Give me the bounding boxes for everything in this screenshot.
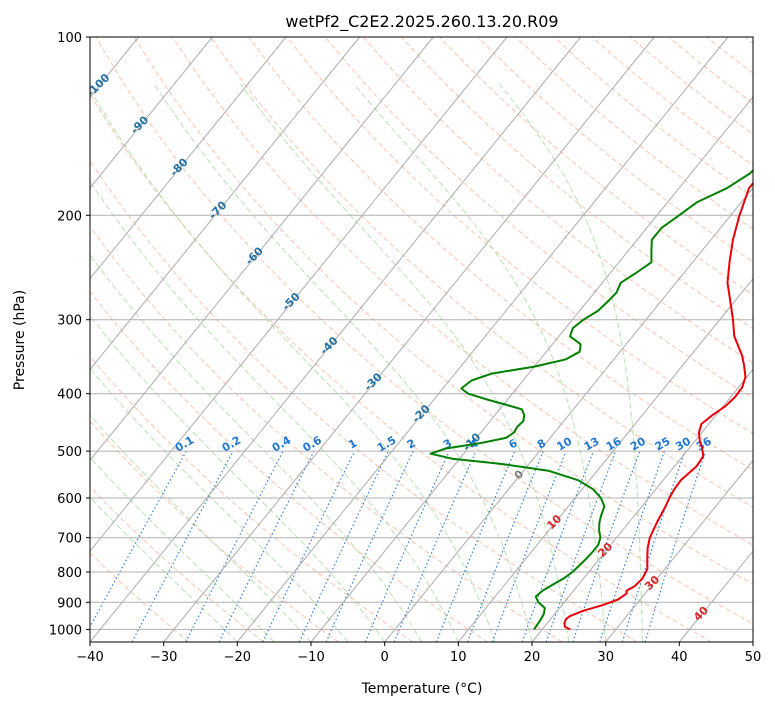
mixing-ratio-line [521, 450, 594, 642]
dewpoint-profile [429, 169, 753, 630]
dry-adiabat [90, 225, 563, 642]
y-tick-label: 1000 [49, 623, 82, 638]
isotherm [90, 37, 213, 189]
y-tick-label: 200 [57, 209, 82, 224]
x-axis-label: Temperature (°C) [361, 681, 483, 697]
dry-adiabat [210, 37, 753, 508]
x-tick-label: 50 [745, 650, 762, 665]
moist-adiabat [90, 496, 238, 642]
temperature-profile [563, 181, 753, 631]
isotherm [163, 37, 655, 642]
isotherm [531, 368, 753, 642]
x-tick-label: 10 [450, 650, 467, 665]
moist-adiabat [90, 315, 386, 642]
mixing-ratio-line [491, 450, 567, 642]
x-tick-label: 0 [381, 650, 389, 665]
x-tick-label: 20 [524, 650, 541, 665]
y-tick-label: 400 [57, 388, 82, 403]
dry-adiabat [95, 37, 753, 625]
isotherm [90, 37, 287, 280]
y-tick-label: 700 [57, 532, 82, 547]
mixing-ratio-line [572, 450, 641, 642]
moist-adiabat [90, 414, 312, 642]
x-tick-label: 40 [671, 650, 688, 665]
y-tick-label: 800 [57, 566, 82, 581]
dry-adiabat [90, 93, 712, 642]
isotherm [310, 96, 753, 642]
y-tick-label: 100 [57, 31, 82, 46]
x-tick-label: −40 [76, 650, 103, 665]
isotherm [457, 277, 753, 642]
y-tick-label: 300 [57, 314, 82, 329]
dry-adiabat [90, 290, 488, 642]
isobar-grid [90, 37, 753, 630]
y-tick-label: 500 [57, 445, 82, 460]
dry-adiabat [439, 37, 753, 296]
mixing-ratio-line [599, 450, 665, 642]
isotherm [236, 37, 729, 642]
isotherm [90, 37, 434, 462]
mixing-ratio-line [545, 450, 617, 642]
mixing-ratio-line [131, 450, 234, 642]
x-tick-label: −20 [224, 650, 251, 665]
x-tick-label: −10 [297, 650, 324, 665]
moist-adiabat [90, 180, 459, 642]
mixing-ratio-line [621, 450, 686, 642]
isotherm [90, 37, 360, 371]
y-tick-label: 900 [57, 596, 82, 611]
y-axis-label: Pressure (hPa) [12, 290, 28, 390]
dry-adiabat [248, 37, 753, 471]
x-tick-label: −30 [150, 650, 177, 665]
mixing-ratio-line [435, 450, 516, 642]
dry-adiabat [133, 37, 753, 585]
x-axis: −40 −30 −20 −10 0 10 20 30 40 50 [76, 642, 761, 665]
mixing-ratio-line [466, 450, 544, 642]
isotherm [90, 37, 508, 552]
dry-adiabat [324, 37, 753, 399]
background-lines [90, 37, 753, 642]
moist-adiabat [153, 83, 533, 642]
moist-adiabat [240, 83, 570, 642]
mixing-ratio-line [644, 450, 707, 642]
chart-title: wetPf2_C2E2.2025.260.13.20.R09 [285, 12, 558, 32]
plot-background [90, 37, 753, 642]
mixing-ratio-line [218, 450, 315, 642]
moist-adiabat [90, 254, 422, 642]
profiles [429, 169, 753, 631]
y-tick-label: 600 [57, 492, 82, 507]
dry-adiabat [90, 420, 339, 642]
isotherm [605, 459, 753, 642]
isotherm [384, 187, 753, 642]
isotherm [90, 37, 581, 642]
mixing-ratio-line [90, 450, 187, 629]
y-axis: 1000 900 800 700 600 500 400 300 200 100 [49, 31, 90, 638]
x-tick-label: 30 [597, 650, 614, 665]
mixing-ratio-line [364, 450, 450, 642]
moist-adiabat [90, 367, 349, 642]
dry-adiabat [362, 37, 753, 364]
dry-adiabat [90, 552, 190, 642]
moist-adiabat [353, 83, 607, 642]
dry-adiabat [90, 159, 638, 642]
moist-adiabat [90, 456, 275, 642]
plot-frame [89, 36, 754, 643]
